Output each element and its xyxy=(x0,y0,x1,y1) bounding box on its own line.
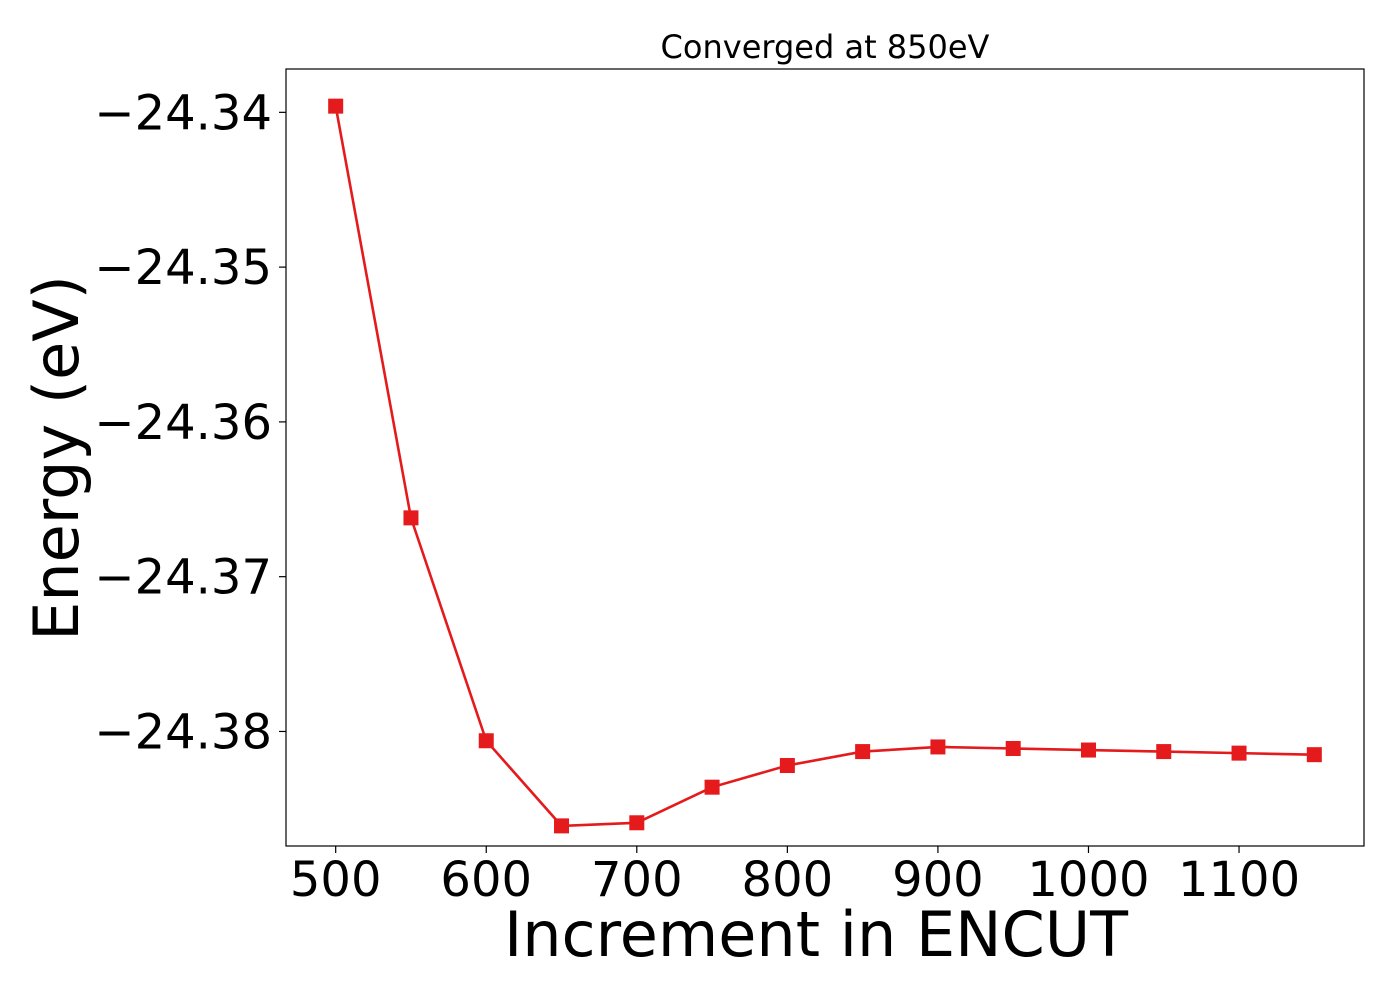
y-tick-label: −24.35 xyxy=(94,240,272,296)
data-point xyxy=(478,733,494,749)
x-tick-label: 1000 xyxy=(1027,852,1149,908)
x-tick-label: 1100 xyxy=(1178,852,1300,908)
x-tick-label: 600 xyxy=(440,852,532,908)
data-point xyxy=(779,758,795,774)
data-point xyxy=(554,818,570,834)
data-point xyxy=(403,510,419,526)
data-point xyxy=(704,779,720,795)
y-tick-label: −24.36 xyxy=(94,395,272,451)
data-point xyxy=(1231,745,1247,761)
x-tick-label: 900 xyxy=(892,852,984,908)
y-axis-label: Energy (eV) xyxy=(20,275,93,641)
x-tick-label: 500 xyxy=(290,852,382,908)
data-point xyxy=(1080,742,1096,758)
y-tick-label: −24.34 xyxy=(94,85,272,141)
chart-title: Converged at 850eV xyxy=(661,28,990,66)
data-point xyxy=(1156,744,1172,760)
data-point xyxy=(1005,740,1021,756)
y-axis: −24.34 −24.35 −24.36 −24.37 −24.38 xyxy=(94,85,286,760)
x-axis-label: Increment in ENCUT xyxy=(504,898,1129,971)
plot-series xyxy=(328,98,1322,834)
data-point xyxy=(328,98,344,114)
y-tick-label: −24.38 xyxy=(94,704,272,760)
series-line xyxy=(334,105,1315,828)
x-axis: 500 600 700 800 900 1000 1100 xyxy=(290,846,1300,908)
data-point xyxy=(930,739,946,755)
y-tick-label: −24.37 xyxy=(94,550,272,606)
data-point xyxy=(1306,747,1322,763)
data-point xyxy=(629,815,645,831)
x-tick-label: 700 xyxy=(591,852,683,908)
x-tick-label: 800 xyxy=(742,852,834,908)
plot-frame xyxy=(285,68,1365,847)
data-point xyxy=(855,744,871,760)
